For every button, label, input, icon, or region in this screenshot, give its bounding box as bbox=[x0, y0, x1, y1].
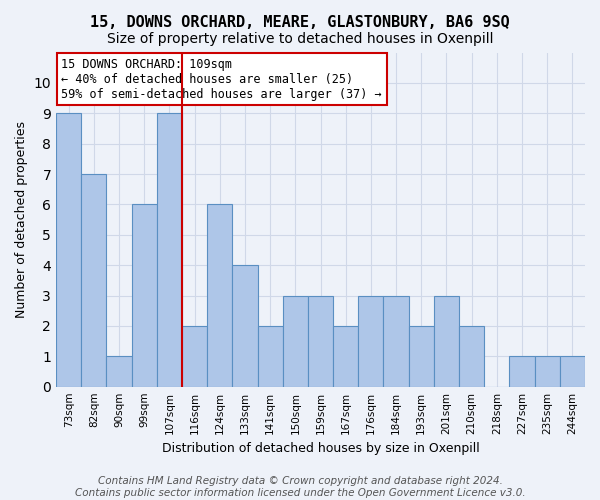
Bar bbox=[283, 296, 308, 386]
Y-axis label: Number of detached properties: Number of detached properties bbox=[15, 121, 28, 318]
Bar bbox=[308, 296, 333, 386]
Bar bbox=[560, 356, 585, 386]
Text: 15 DOWNS ORCHARD: 109sqm
← 40% of detached houses are smaller (25)
59% of semi-d: 15 DOWNS ORCHARD: 109sqm ← 40% of detach… bbox=[61, 58, 382, 100]
X-axis label: Distribution of detached houses by size in Oxenpill: Distribution of detached houses by size … bbox=[161, 442, 479, 455]
Bar bbox=[509, 356, 535, 386]
Bar bbox=[333, 326, 358, 386]
Bar bbox=[409, 326, 434, 386]
Text: Size of property relative to detached houses in Oxenpill: Size of property relative to detached ho… bbox=[107, 32, 493, 46]
Bar bbox=[257, 326, 283, 386]
Text: Contains HM Land Registry data © Crown copyright and database right 2024.
Contai: Contains HM Land Registry data © Crown c… bbox=[74, 476, 526, 498]
Bar bbox=[106, 356, 131, 386]
Bar bbox=[182, 326, 207, 386]
Bar bbox=[232, 265, 257, 386]
Text: 15, DOWNS ORCHARD, MEARE, GLASTONBURY, BA6 9SQ: 15, DOWNS ORCHARD, MEARE, GLASTONBURY, B… bbox=[90, 15, 510, 30]
Bar bbox=[131, 204, 157, 386]
Bar bbox=[383, 296, 409, 386]
Bar bbox=[358, 296, 383, 386]
Bar bbox=[157, 114, 182, 386]
Bar bbox=[459, 326, 484, 386]
Bar bbox=[81, 174, 106, 386]
Bar bbox=[56, 114, 81, 386]
Bar bbox=[535, 356, 560, 386]
Bar bbox=[207, 204, 232, 386]
Bar bbox=[434, 296, 459, 386]
